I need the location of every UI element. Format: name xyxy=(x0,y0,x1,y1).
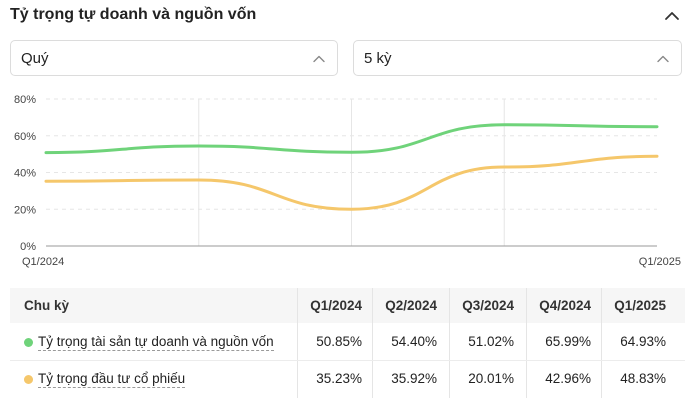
y-tick-label: 60% xyxy=(14,131,36,143)
column-divider xyxy=(526,288,527,398)
y-tick-label: 80% xyxy=(14,94,36,106)
chevron-up-icon xyxy=(665,12,679,20)
count-select[interactable]: 5 kỳ xyxy=(353,40,682,76)
table-cell: 51.02% xyxy=(468,334,514,349)
panel-title: Tỷ trọng tự doanh và nguồn vốn xyxy=(10,6,257,23)
table-cell: 20.01% xyxy=(468,371,514,386)
table-header-label: Chu kỳ xyxy=(24,298,70,313)
column-header: Q1/2024 xyxy=(310,298,362,313)
y-tick-label: 0% xyxy=(20,241,36,253)
series-line-yellow xyxy=(44,154,659,211)
y-tick-label: 20% xyxy=(14,204,36,216)
row-label[interactable]: Tỷ trọng tài sản tự doanh và nguồn vốn xyxy=(38,334,274,351)
period-select[interactable]: Quý xyxy=(10,40,338,76)
period-select-value: Quý xyxy=(21,50,49,67)
table-cell: 35.92% xyxy=(391,371,437,386)
y-tick-label: 40% xyxy=(14,168,36,180)
column-header: Q1/2025 xyxy=(614,298,666,313)
series-line-green xyxy=(44,123,659,155)
x-tick-label: Q1/2025 xyxy=(639,256,681,268)
table-cell: 65.99% xyxy=(545,334,591,349)
table-cell: 64.93% xyxy=(620,334,666,349)
column-header: Q2/2024 xyxy=(385,298,437,313)
collapse-button[interactable] xyxy=(662,6,682,26)
x-tick-label: Q1/2024 xyxy=(22,256,64,268)
table-cell: 50.85% xyxy=(316,334,362,349)
series-dot-yellow xyxy=(24,375,33,384)
table-cell: 35.23% xyxy=(316,371,362,386)
column-header: Q3/2024 xyxy=(462,298,514,313)
table-row: Tỷ trọng đầu tư cổ phiếu 35.23% 35.92% 2… xyxy=(10,361,685,398)
column-divider xyxy=(297,288,298,398)
column-header: Q4/2024 xyxy=(539,298,591,313)
table-row: Tỷ trọng tài sản tự doanh và nguồn vốn 5… xyxy=(10,324,685,361)
line-chart: 0% 20% 40% 60% 80% Q1/2024 Q1/2025 xyxy=(14,94,681,268)
column-divider xyxy=(372,288,373,398)
table-header: Chu kỳ Q1/2024 Q2/2024 Q3/2024 Q4/2024 Q… xyxy=(10,288,685,323)
data-table: Chu kỳ Q1/2024 Q2/2024 Q3/2024 Q4/2024 Q… xyxy=(10,288,685,398)
chevron-up-icon xyxy=(657,55,669,63)
column-divider xyxy=(601,288,602,398)
chevron-up-icon xyxy=(313,55,325,63)
table-cell: 54.40% xyxy=(391,334,437,349)
row-label[interactable]: Tỷ trọng đầu tư cổ phiếu xyxy=(38,371,186,388)
series-dot-green xyxy=(24,338,33,347)
table-cell: 42.96% xyxy=(545,371,591,386)
count-select-value: 5 kỳ xyxy=(364,50,392,67)
panel-header: Tỷ trọng tự doanh và nguồn vốn xyxy=(10,0,682,32)
column-divider xyxy=(449,288,450,398)
table-cell: 48.83% xyxy=(620,371,666,386)
